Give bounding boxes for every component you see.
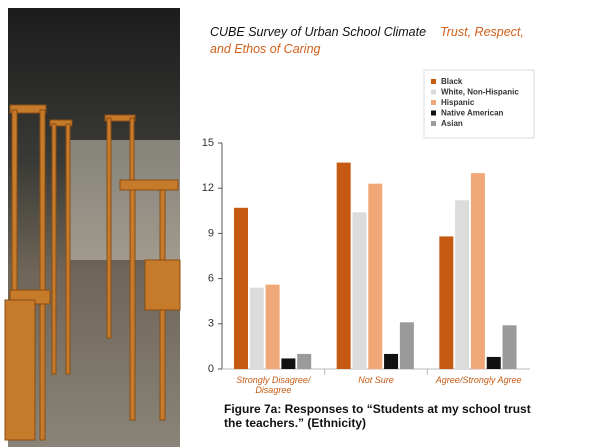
bar [439,236,454,369]
bar [502,325,517,369]
y-tick-label: 3 [208,318,214,330]
chart-subtitle: Trust, Respect, and Ethos of Caring [210,25,524,56]
legend-swatch [431,89,436,95]
legend-label: Hispanic [441,98,475,107]
legend-swatch [431,121,436,126]
legend-swatch [431,110,436,116]
bar [336,162,351,369]
bar [265,284,280,369]
x-tick-label: Strongly Disagree/ Disagree [236,375,311,395]
legend-swatch [431,100,436,105]
bar [399,322,414,369]
bar [368,183,383,369]
bar [455,200,470,369]
legend-label: Native American [441,109,504,118]
bar [297,353,312,369]
legend-label: Black [441,77,463,86]
y-tick-label: 0 [208,363,214,375]
title-block: CUBE Survey of Urban School Climate Trust… [210,24,540,58]
chart-title: CUBE Survey of Urban School Climate [210,25,427,39]
x-tick-label: Not Sure [358,375,394,385]
photo [4,8,181,447]
bar [470,173,485,369]
y-tick-label: 6 [208,273,214,285]
caption: Figure 7a: Responses to “Students at my … [224,402,531,430]
bar [486,356,501,369]
y-tick-label: 12 [202,182,214,194]
bar [234,207,248,369]
legend-box [423,69,535,139]
bar [384,353,399,369]
legend-label: White, Non-Hispanic [441,88,519,97]
bar [249,287,264,369]
legend-label: Asian [441,119,463,128]
x-tick-label: Agree/Strongly Agree [435,375,522,385]
legend-swatch [431,79,436,84]
bar [352,212,367,369]
y-tick-label: 15 [202,137,214,149]
y-tick-label: 9 [208,227,214,239]
bar [281,358,296,369]
